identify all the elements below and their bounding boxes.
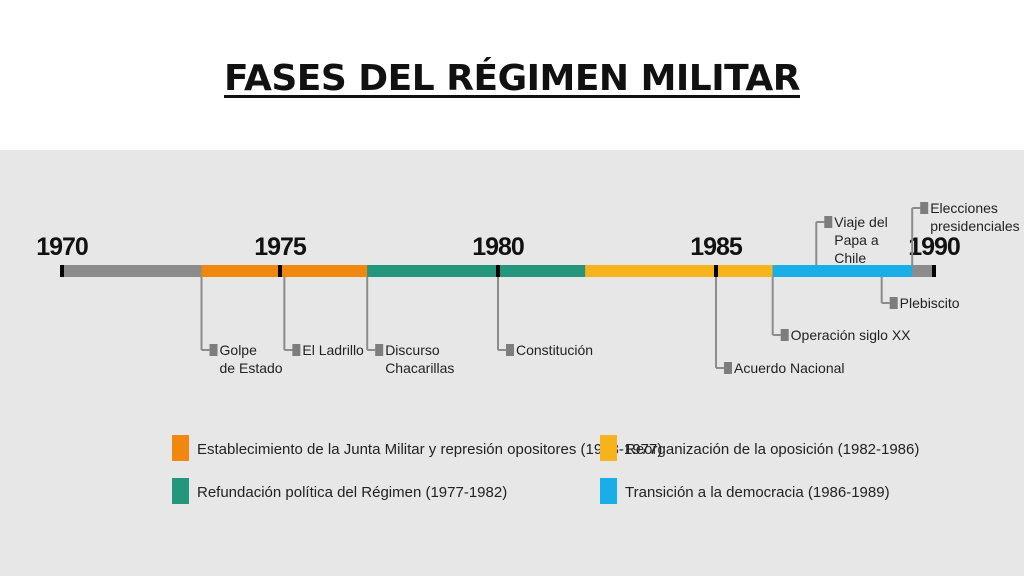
event-discurso-chacarillas-marker [375,344,384,356]
timeline-phase-4 [772,265,913,277]
event-plebiscito-marker [889,297,898,309]
year-tick-1975 [278,265,282,277]
timeline-phase-2 [367,265,586,277]
event-elecciones-presidenciales-label: presidenciales [930,218,1020,234]
event-constitución-marker [506,344,514,356]
legend-swatch-1 [172,435,189,461]
legend-label-3: Refundación política del Régimen (1977-1… [197,484,507,501]
year-label-1980: 1980 [472,233,524,261]
event-discurso-chacarillas-label: Chacarillas [385,360,454,376]
legend-label-2: Reorganización de la oposición (1982-198… [625,441,919,458]
timeline-phase-1 [201,265,368,277]
year-tick-1970 [60,265,64,277]
event-viaje-del-papa-a-chile-label: Viaje del [834,214,887,230]
event-el-ladrillo-marker [292,344,301,356]
event-elecciones-presidenciales-label: Elecciones [930,200,998,216]
event-acuerdo-nacional-marker [724,362,732,374]
year-tick-1985 [714,265,718,277]
event-golpe-de-estado-label: Golpe [220,342,258,358]
page-title: FASES DEL RÉGIMEN MILITAR [224,58,800,99]
event-el-ladrillo-label: El Ladrillo [302,342,364,358]
event-constitución-label: Constitución [516,342,593,358]
legend-label-1: Establecimiento de la Junta Militar y re… [197,441,662,458]
event-viaje-del-papa-a-chile-label: Chile [834,250,866,266]
year-tick-1990 [932,265,936,277]
timeline-phase-3 [585,265,773,277]
timeline-panel: 1970 1975 1980 1985 1990 Golpe de Estado El Lad… [0,150,1024,576]
legend-swatch-2 [600,435,617,461]
legend-label-4: Transición a la democracia (1986-1989) [625,484,890,501]
year-label-1990: 1990 [908,233,960,261]
event-acuerdo-nacional-label: Acuerdo Nacional [734,360,845,376]
timeline-diagram: 1970 1975 1980 1985 1990 Golpe de Estado El Lad… [36,200,1020,504]
event-discurso-chacarillas-label: Discurso [385,342,440,358]
event-operación-siglo-xx-label: Operación siglo XX [791,327,912,343]
year-label-1985: 1985 [690,233,743,261]
event-plebiscito-label: Plebiscito [900,295,960,311]
legend-swatch-4 [600,478,617,504]
year-tick-1980 [496,265,500,277]
year-label-1975: 1975 [254,233,307,261]
event-operación-siglo-xx-marker [780,329,789,341]
event-golpe-de-estado-marker [209,344,218,356]
year-label-1970: 1970 [36,233,88,261]
event-viaje-del-papa-a-chile-marker [824,216,833,228]
event-elecciones-presidenciales-marker [920,202,929,214]
event-viaje-del-papa-a-chile-label: Papa a [834,232,879,248]
event-golpe-de-estado-label: de Estado [220,360,283,376]
legend-swatch-3 [172,478,189,504]
